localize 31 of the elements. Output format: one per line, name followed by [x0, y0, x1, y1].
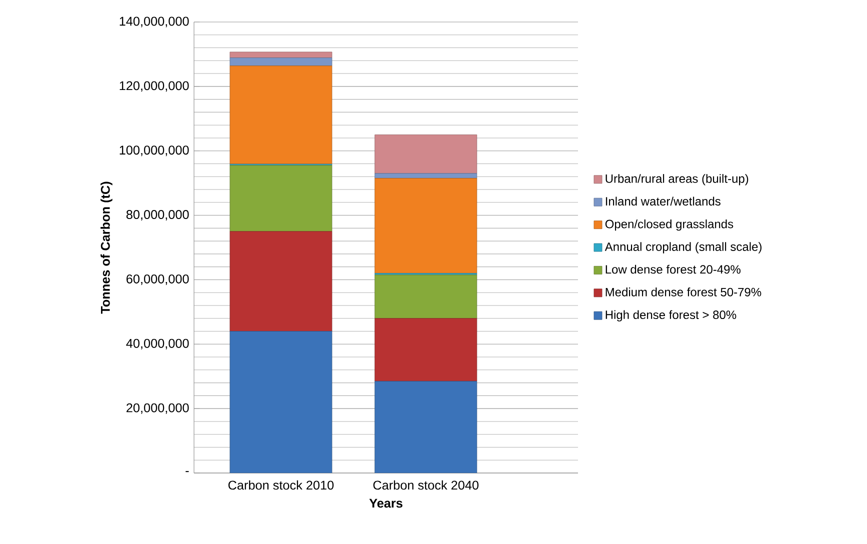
bar — [374, 173, 478, 178]
bar — [374, 318, 478, 382]
bar — [230, 58, 332, 66]
x-tick-label: Carbon stock 2010 — [228, 480, 334, 490]
bar — [374, 274, 478, 319]
bar — [374, 178, 478, 274]
x-axis-title: Years — [369, 498, 402, 508]
legend-label: Open/closed grasslands — [605, 219, 734, 231]
legend-label: Inland water/wetlands — [606, 196, 720, 206]
legend-label: High dense forest > 80% — [606, 310, 736, 322]
bar — [374, 134, 478, 174]
x-tick-label: Carbon stock 2040 — [373, 480, 478, 490]
bar — [230, 231, 332, 332]
bar — [374, 380, 478, 473]
legend-label: Annual cropland (small scale) — [604, 242, 762, 254]
legend-label: Medium dense forest 50-79% — [606, 288, 762, 296]
bar — [230, 165, 332, 232]
bar — [230, 331, 332, 473]
y-tick-label: 100,000,000 — [120, 146, 189, 156]
y-tick-label: 140,000,000 — [120, 16, 189, 28]
y-tick-label: 80,000,000 — [126, 210, 189, 221]
y-tick-label: 20,000,000 — [126, 403, 189, 414]
bar — [230, 66, 332, 164]
y-tick-label: - — [186, 471, 189, 472]
bar — [230, 52, 332, 58]
y-tick-label: 60,000,000 — [126, 274, 189, 285]
y-tick-label: 120,000,000 — [120, 81, 189, 92]
y-axis-title: Tonnes of Carbon (tC) — [100, 182, 112, 314]
legend-label: Urban/rural areas (built-up) — [606, 174, 748, 186]
legend-label: Low dense forest 20-49% — [606, 264, 740, 274]
y-tick-label: 40,000,000 — [126, 338, 189, 350]
